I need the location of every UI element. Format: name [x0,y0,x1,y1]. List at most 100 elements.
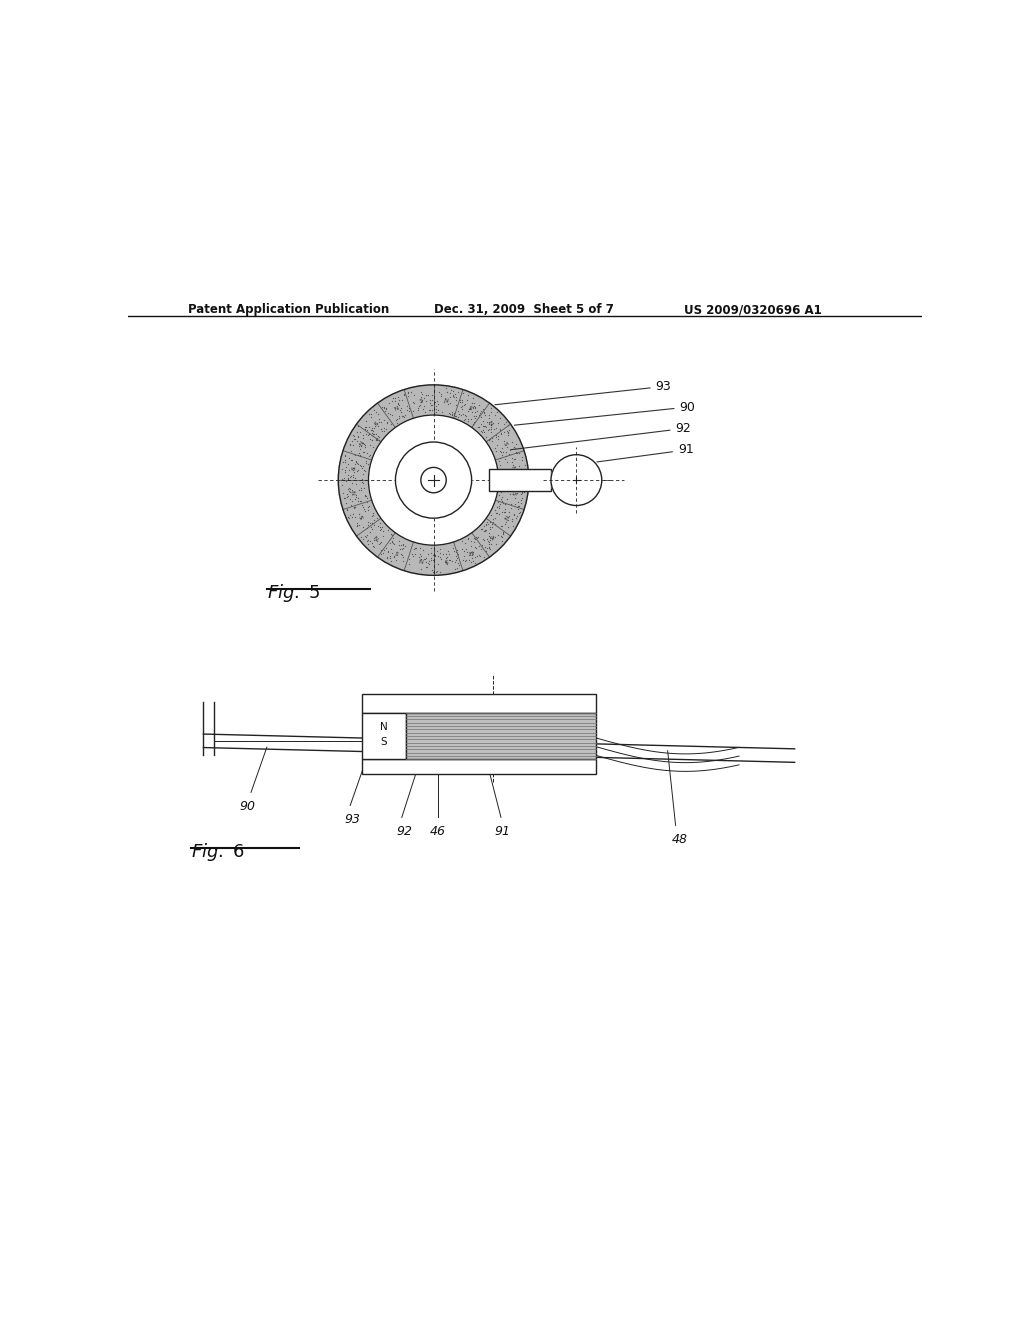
Text: S: S [502,441,508,446]
Point [475,528,492,549]
Point [433,401,450,422]
Point [390,393,407,414]
Point [422,400,438,421]
Point [426,550,442,572]
Point [365,425,381,446]
Point [417,548,433,569]
Point [346,496,362,517]
Point [482,397,499,418]
Point [348,474,365,495]
Point [450,552,466,573]
Point [357,484,374,506]
Point [479,537,496,558]
Point [483,528,500,549]
Point [400,548,417,569]
Point [411,546,427,568]
Point [341,480,357,502]
Point [347,453,364,474]
Point [487,503,504,524]
Point [334,469,350,490]
Point [449,540,465,561]
Point [334,475,350,496]
Point [364,420,380,441]
Point [343,479,359,500]
Point [403,381,420,403]
Point [346,498,362,519]
Point [455,531,471,552]
Point [504,432,520,453]
Point [393,401,410,422]
Point [357,486,374,507]
Text: S: S [419,399,423,404]
Point [416,387,432,408]
Point [370,425,386,446]
Point [473,519,489,540]
Point [506,503,522,524]
Point [358,442,375,463]
Point [336,450,352,471]
Point [503,498,519,519]
Point [422,389,438,411]
Point [494,490,510,511]
Point [350,487,367,508]
Point [504,508,520,529]
Point [340,506,356,527]
Point [347,496,364,517]
Point [482,517,499,539]
Text: N: N [359,441,366,446]
Text: 93: 93 [495,380,672,405]
Point [385,527,401,548]
Point [428,396,444,417]
Point [437,552,454,573]
Point [355,455,372,477]
Point [460,528,476,549]
Point [340,453,356,474]
Text: N: N [394,405,400,412]
Text: N: N [487,420,494,426]
Point [447,395,464,416]
Point [379,412,395,433]
Point [358,487,375,508]
Point [413,381,429,403]
Point [347,451,364,473]
Point [424,560,440,581]
Point [497,502,513,523]
Point [500,470,516,491]
Point [386,388,402,409]
Point [373,412,389,433]
Point [457,408,473,429]
Point [495,487,511,508]
Point [364,532,380,553]
Point [490,498,507,519]
Point [454,539,470,560]
Point [362,428,379,449]
Point [473,535,489,556]
Point [368,401,384,422]
Point [492,447,508,469]
Point [360,446,377,467]
Point [373,519,389,540]
Point [500,516,516,537]
Point [468,527,484,548]
Point [366,424,382,445]
Point [360,515,377,536]
Point [365,421,381,442]
Point [471,545,487,566]
Point [456,545,472,566]
Point [384,543,400,564]
Point [384,524,400,545]
Point [357,424,374,445]
Point [340,467,356,488]
Point [457,404,473,425]
Point [362,404,379,425]
Point [493,488,509,510]
Text: 46: 46 [429,825,445,838]
Point [366,417,382,438]
Point [445,380,462,401]
Point [480,407,497,428]
Point [489,413,506,434]
Point [351,503,368,524]
Point [484,428,501,449]
Point [499,442,515,463]
Point [360,416,377,437]
